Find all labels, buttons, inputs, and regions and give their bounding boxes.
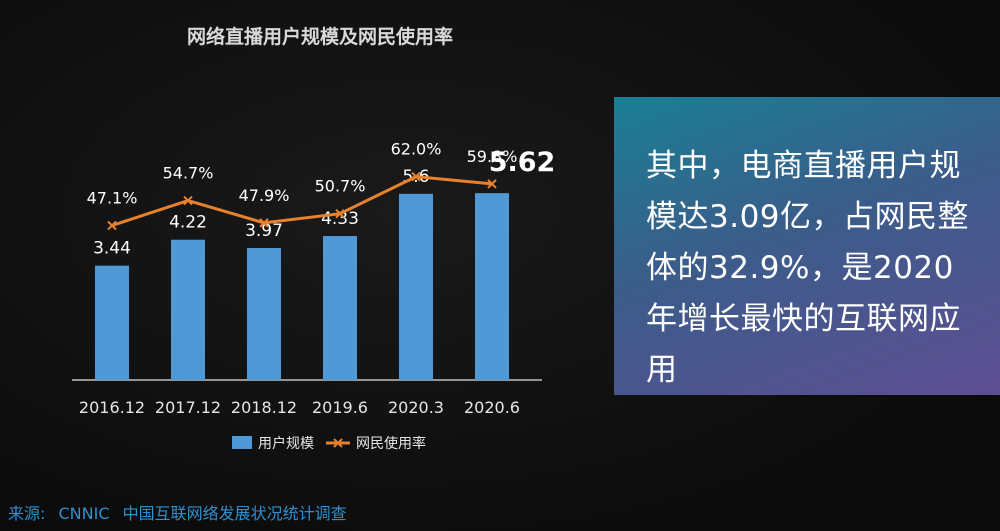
bar-2020.3 (399, 193, 433, 380)
bar-2017.12 (171, 239, 205, 380)
legend-bar-swatch (232, 436, 252, 449)
usage-rate-line (111, 175, 493, 227)
usage-rate-label: 50.7% (315, 177, 366, 196)
usage-rate-label: 62.0% (391, 140, 442, 159)
bar-2016.12 (95, 265, 129, 380)
bar-value-label: 3.97 (245, 221, 283, 241)
usage-rate-marker (183, 195, 193, 206)
source-name: 中国互联网络发展状况统计调查 (122, 504, 347, 523)
usage-rate-marker (107, 220, 117, 231)
bar-2020.6 (475, 193, 509, 380)
x-tick-label: 2020.6 (464, 398, 520, 417)
usage-rate-label: 59.8% (467, 147, 518, 166)
source-org: CNNIC (58, 504, 110, 523)
usage-rate-label: 54.7% (163, 164, 214, 183)
chart: 网络直播用户规模及网民使用率 3.444.223.974.335.65.62 4… (72, 25, 556, 452)
x-tick-label: 2017.12 (155, 398, 221, 417)
usage-rate-marker (411, 171, 421, 182)
bar-2018.12 (247, 248, 281, 380)
summary-panel: 其中，电商直播用户规模达3.09亿，占网民整体的32.9%，是2020年增长最快… (614, 97, 1000, 395)
source-label: 来源: (8, 504, 46, 523)
bar-2019.6 (323, 236, 357, 380)
x-tick-label: 2020.3 (388, 398, 444, 417)
legend-line-marker (333, 438, 343, 448)
legend: 用户规模 网民使用率 (232, 435, 426, 452)
usage-rate-marker (259, 218, 269, 228)
bar-value-label: 5.62 (489, 147, 556, 178)
chart-title: 网络直播用户规模及网民使用率 (187, 25, 453, 48)
summary-text: 其中，电商直播用户规模达3.09亿，占网民整体的32.9%，是2020年增长最快… (646, 148, 970, 388)
bar-value-label: 4.22 (169, 213, 207, 233)
x-tick-label: 2019.6 (312, 398, 368, 417)
usage-rate-label: 47.1% (87, 189, 138, 208)
usage-rate-marker (335, 208, 345, 219)
x-tick-label: 2018.12 (231, 398, 297, 417)
source-note: 来源: CNNIC 中国互联网络发展状况统计调查 (8, 500, 355, 524)
bar-value-label: 3.44 (93, 239, 131, 259)
legend-bar-label: 用户规模 (258, 435, 314, 452)
legend-line-label: 网民使用率 (356, 435, 426, 452)
usage-rate-marker (487, 179, 497, 189)
x-tick-label: 2016.12 (79, 398, 145, 417)
usage-rate-label: 47.9% (239, 186, 290, 205)
